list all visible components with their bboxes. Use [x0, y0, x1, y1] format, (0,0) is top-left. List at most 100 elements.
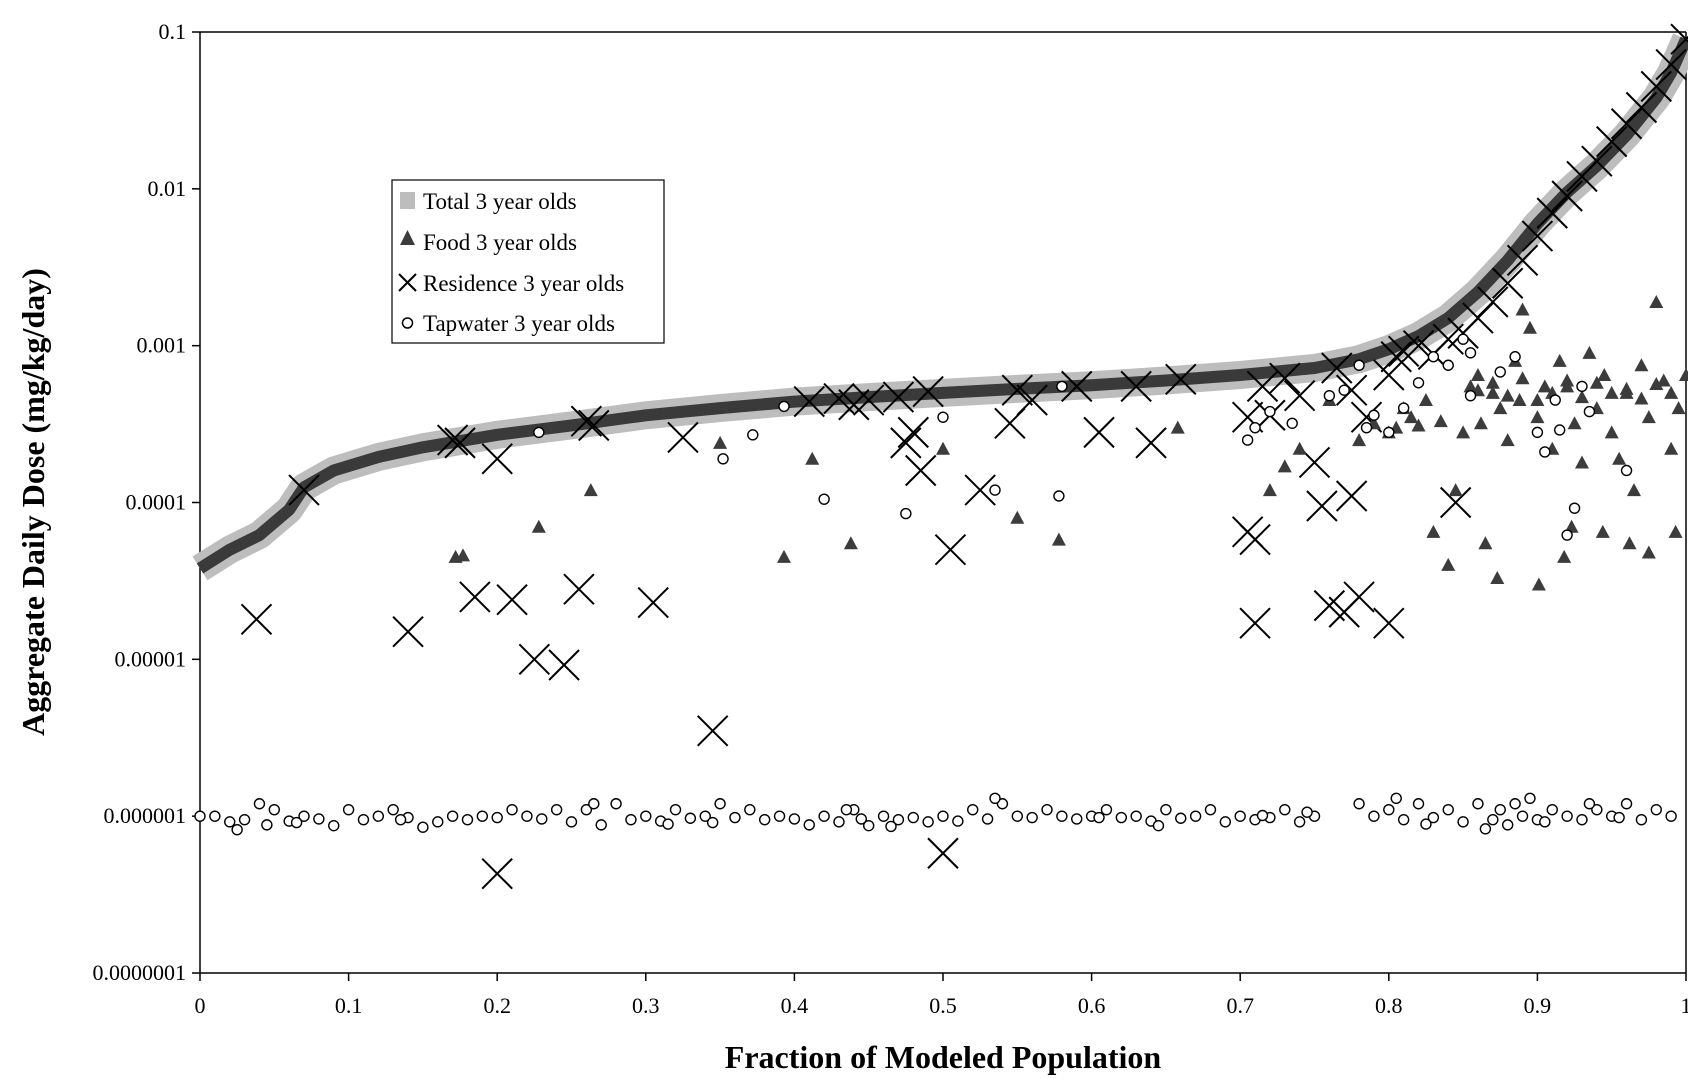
tapwater-point: [1286, 417, 1298, 429]
tapwater-point: [1130, 810, 1142, 822]
food-point: [1597, 368, 1612, 382]
residence-point: [1581, 145, 1613, 177]
residence-point: [1380, 341, 1412, 373]
tapwater-point: [417, 821, 429, 833]
residence-point: [1239, 607, 1271, 639]
tapwater-point: [1561, 810, 1573, 822]
residence-point: [882, 381, 915, 413]
residence-point: [912, 375, 944, 408]
tapwater-point: [1175, 812, 1187, 824]
tapwater-point: [996, 798, 1009, 810]
residence-point: [1321, 352, 1353, 384]
tapwater-point: [1390, 792, 1402, 804]
food-point: [1668, 524, 1683, 538]
tapwater-point: [1279, 803, 1291, 816]
tapwater-point: [989, 792, 1001, 804]
tapwater-point: [684, 812, 697, 824]
tapwater-point: [744, 803, 756, 816]
tapwater-point: [194, 810, 206, 822]
residence-point: [496, 583, 528, 616]
tapwater-point: [1531, 426, 1544, 439]
x-tick-label: 0.2: [483, 993, 511, 1018]
tapwater-point: [1568, 502, 1581, 514]
food-point: [1456, 425, 1471, 439]
tapwater-point: [1546, 803, 1558, 816]
tapwater-point: [550, 803, 563, 816]
tapwater-point: [432, 816, 444, 828]
food-point: [1490, 571, 1505, 585]
food-point: [1537, 379, 1552, 393]
food-point: [1418, 393, 1433, 407]
food-point: [1641, 410, 1656, 424]
tapwater-point: [1293, 816, 1306, 828]
food-point: [1522, 320, 1537, 334]
tapwater-point: [669, 803, 682, 816]
tapwater-point: [328, 819, 340, 832]
tapwater-point: [1100, 803, 1113, 816]
tapwater-point: [394, 813, 407, 826]
tapwater-point: [1472, 798, 1484, 810]
tapwater-point: [892, 813, 905, 826]
tapwater-point: [533, 426, 545, 439]
tapwater-point: [610, 798, 622, 810]
food-point: [1170, 420, 1185, 434]
tapwater-point: [1115, 811, 1128, 824]
tapwater-point: [231, 823, 243, 836]
tapwater-point: [1583, 798, 1596, 810]
residence-point: [1016, 384, 1048, 416]
food-point: [1500, 433, 1515, 447]
food-point: [1485, 375, 1500, 389]
tapwater-point: [1427, 811, 1440, 824]
series-circle: [194, 333, 1677, 836]
residence-point: [890, 427, 922, 459]
food-point: [1530, 393, 1545, 407]
series-band: [192, 33, 1688, 581]
food-point: [1531, 577, 1546, 591]
tapwater-point: [937, 810, 949, 822]
residence-point: [548, 649, 580, 681]
tapwater-point: [1442, 803, 1454, 816]
food-point: [1595, 524, 1610, 538]
tapwater-point: [1509, 351, 1521, 363]
residence-point: [1655, 48, 1687, 81]
food-point: [1051, 532, 1066, 546]
tapwater-point: [387, 803, 399, 816]
tapwater-point: [1665, 810, 1677, 822]
x-tick-label: 0.6: [1078, 993, 1106, 1018]
residence-point: [1521, 220, 1554, 252]
total-core-line: [196, 36, 1688, 574]
tapwater-point: [1368, 810, 1380, 822]
series-x: [240, 23, 1688, 890]
x-tick-label: 0: [195, 993, 206, 1018]
tapwater-point: [506, 803, 518, 816]
residence-point: [1135, 427, 1167, 459]
food-point: [1262, 483, 1277, 497]
food-point: [1433, 414, 1448, 428]
food-point: [1530, 410, 1545, 424]
tapwater-point: [290, 816, 303, 829]
tapwater-point: [1620, 464, 1633, 477]
tapwater-point: [1093, 811, 1105, 824]
residence-point: [934, 534, 967, 566]
tapwater-point: [877, 810, 890, 822]
x-tick-label: 0.1: [335, 993, 363, 1018]
tapwater-point: [1219, 816, 1232, 828]
tapwater-point: [536, 813, 548, 825]
tapwater-point: [907, 811, 919, 824]
tapwater-point: [714, 798, 726, 810]
food-point: [1604, 425, 1619, 439]
residence-point: [1625, 91, 1658, 124]
food-point: [1656, 373, 1671, 387]
tapwater-point: [855, 813, 867, 825]
tapwater-point: [1412, 798, 1425, 810]
tapwater-point: [298, 810, 310, 822]
food-point: [1426, 524, 1441, 538]
food-point: [1473, 416, 1488, 430]
food-point: [1560, 379, 1575, 393]
tapwater-point: [1189, 810, 1202, 822]
residence-point: [459, 581, 491, 613]
tapwater-point: [1494, 803, 1506, 816]
tapwater-point: [922, 816, 934, 828]
food-point: [1277, 459, 1292, 473]
